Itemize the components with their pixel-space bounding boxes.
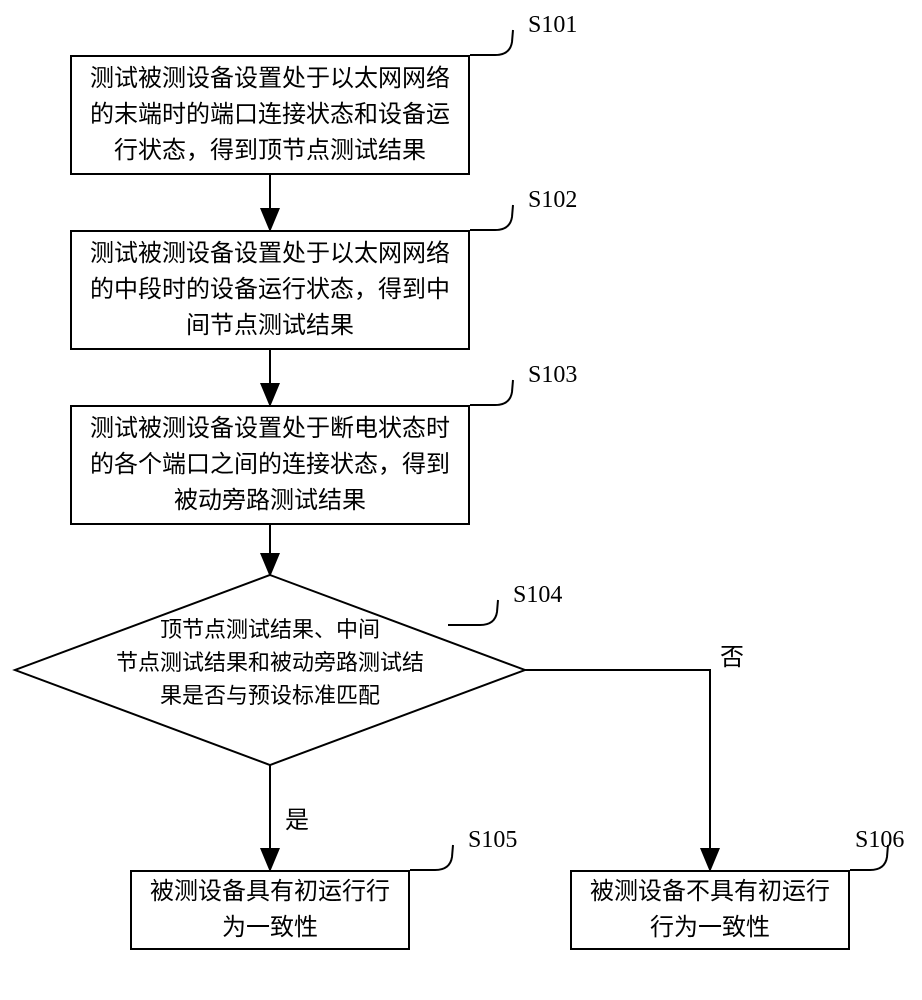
label-s106: S106 — [855, 827, 904, 854]
process-s101-text: 测试被测设备设置处于以太网网络的末端时的端口连接状态和设备运行状态，得到顶节点测… — [84, 61, 456, 169]
process-s106-text: 被测设备不具有初运行行为一致性 — [584, 874, 836, 946]
process-s102-text: 测试被测设备设置处于以太网网络的中段时的设备运行状态，得到中间节点测试结果 — [84, 236, 456, 344]
label-s101: S101 — [528, 12, 577, 39]
edge-label-no: 否 — [720, 637, 744, 672]
label-s103: S103 — [528, 362, 577, 389]
label-s104: S104 — [513, 582, 562, 609]
label-s102: S102 — [528, 187, 577, 214]
decision-s104-line3: 果是否与预设标准匹配 — [160, 683, 380, 708]
process-s102: 测试被测设备设置处于以太网网络的中段时的设备运行状态，得到中间节点测试结果 — [70, 230, 470, 350]
edge-label-yes: 是 — [285, 800, 309, 835]
process-s106: 被测设备不具有初运行行为一致性 — [570, 870, 850, 950]
label-s105: S105 — [468, 827, 517, 854]
process-s103: 测试被测设备设置处于断电状态时的各个端口之间的连接状态，得到被动旁路测试结果 — [70, 405, 470, 525]
process-s105-text: 被测设备具有初运行行为一致性 — [144, 874, 396, 946]
process-s101: 测试被测设备设置处于以太网网络的末端时的端口连接状态和设备运行状态，得到顶节点测… — [70, 55, 470, 175]
decision-s104-line1: 顶节点测试结果、中间 — [160, 617, 380, 642]
process-s105: 被测设备具有初运行行为一致性 — [130, 870, 410, 950]
decision-s104: 顶节点测试结果、中间 节点测试结果和被动旁路测试结 果是否与预设标准匹配 — [15, 575, 525, 765]
process-s103-text: 测试被测设备设置处于断电状态时的各个端口之间的连接状态，得到被动旁路测试结果 — [84, 411, 456, 519]
decision-s104-line2: 节点测试结果和被动旁路测试结 — [116, 650, 424, 675]
